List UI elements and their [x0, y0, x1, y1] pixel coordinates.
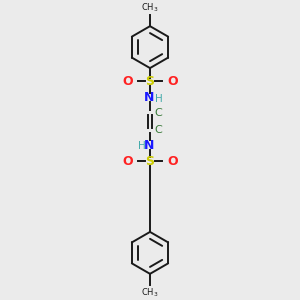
- Text: O: O: [122, 155, 133, 168]
- Text: CH$_3$: CH$_3$: [141, 286, 159, 299]
- Text: N: N: [144, 91, 154, 104]
- Text: H: H: [138, 141, 145, 151]
- Text: C: C: [155, 108, 163, 118]
- Text: S: S: [146, 75, 154, 88]
- Text: S: S: [146, 155, 154, 168]
- Text: H: H: [155, 94, 162, 103]
- Text: O: O: [122, 75, 133, 88]
- Text: N: N: [144, 139, 154, 152]
- Text: C: C: [155, 125, 163, 135]
- Text: O: O: [167, 75, 178, 88]
- Text: O: O: [167, 155, 178, 168]
- Text: CH$_3$: CH$_3$: [141, 1, 159, 14]
